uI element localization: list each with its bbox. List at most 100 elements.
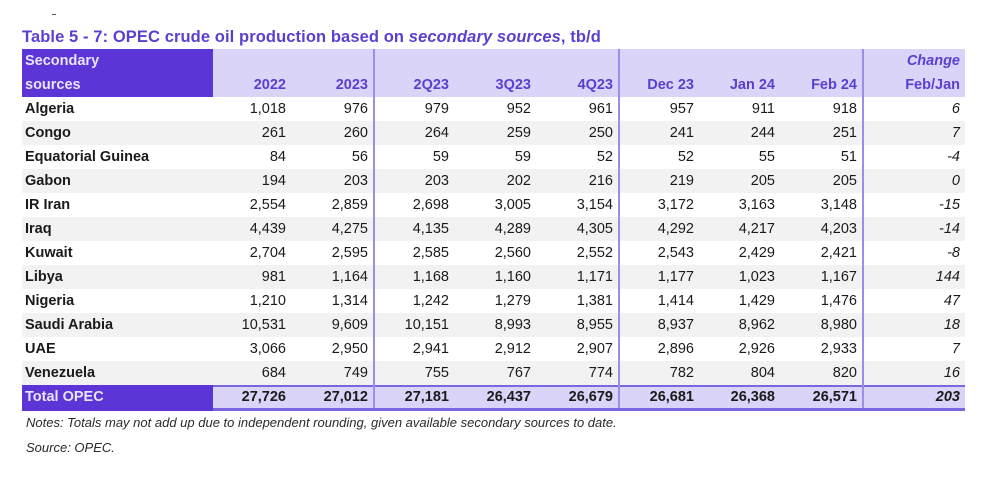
row-change-cell: 0 xyxy=(863,169,965,193)
row-value-cell: 1,167 xyxy=(780,265,864,289)
row-country-name: UAE xyxy=(25,341,56,357)
row-value-cell: 2,560 xyxy=(494,245,531,261)
total-cell: 26,679 xyxy=(536,385,620,411)
row-value-cell: 250 xyxy=(536,121,620,145)
row-value-cell: 4,135 xyxy=(374,217,454,241)
row-value-cell: 820 xyxy=(780,361,864,386)
row-value-cell: 2,552 xyxy=(536,241,620,265)
row-value-cell: 4,292 xyxy=(619,217,699,241)
row-value-cell: 203 xyxy=(374,169,454,193)
row-change-cell: 16 xyxy=(863,361,965,386)
table-row: UAE 3,066 2,950 2,941 2,912 2,907 2,896 2,926 2,… xyxy=(22,337,965,361)
table-row: Saudi Arabia 10,531 9,609 10,151 8,993 8,955 8… xyxy=(22,313,965,337)
total-cell: 26,437 xyxy=(454,385,536,411)
row-value-cell: 194 xyxy=(213,169,291,193)
row-country-name: Venezuela xyxy=(22,361,213,386)
row-value-cell: 1,160 xyxy=(454,265,536,289)
row-country-name: Gabon xyxy=(22,169,213,193)
row-value-cell: 4,217 xyxy=(699,217,780,241)
row-value-cell: 918 xyxy=(780,97,864,121)
row-country-name: IR Iran xyxy=(25,197,71,213)
row-change-cell: -15 xyxy=(939,197,960,213)
row-value-cell: 1,023 xyxy=(699,265,780,289)
row-value-cell: 2,859 xyxy=(291,193,375,217)
row-value-cell: 52 xyxy=(677,149,694,165)
total-cell: 26,368 xyxy=(699,385,780,411)
row-value-cell: 55 xyxy=(758,149,775,165)
table-row: Libya 981 1,164 1,168 1,160 1,171 1,177 1,023 1,… xyxy=(22,265,965,289)
row-change-cell: -8 xyxy=(947,245,960,261)
row-value-cell: 3,163 xyxy=(738,197,775,213)
row-value-cell: 2,941 xyxy=(412,341,449,357)
header-change-line1: Change xyxy=(863,49,965,73)
row-value-cell: 2,912 xyxy=(494,341,531,357)
row-value-cell: 259 xyxy=(454,121,536,145)
table-title: Table 5 - 7: OPEC crude oil production b… xyxy=(22,28,601,47)
header-blank xyxy=(454,49,536,73)
total-cell: 27,181 xyxy=(374,385,454,411)
table-row: Equatorial Guinea 84 56 59 59 52 52 55 51 -4 xyxy=(22,145,965,169)
row-change-cell: 18 xyxy=(863,313,965,337)
row-value-cell: 782 xyxy=(619,361,699,386)
row-value-cell: 52 xyxy=(536,145,620,169)
col-header-feb24: Feb 24 xyxy=(780,73,864,97)
row-value-cell: 774 xyxy=(536,361,620,386)
row-value-cell: 3,005 xyxy=(494,197,531,213)
row-value-cell: 203 xyxy=(291,169,375,193)
row-value-cell: 216 xyxy=(536,169,620,193)
total-cell: 27,012 xyxy=(291,385,375,411)
col-header-2022: 2022 xyxy=(213,73,291,97)
header-blank xyxy=(291,49,375,73)
row-value-cell: 3,172 xyxy=(657,197,694,213)
table-row: Iraq 4,439 4,275 4,135 4,289 4,305 4,292 4,217 4… xyxy=(22,217,965,241)
row-change-cell: 144 xyxy=(863,265,965,289)
row-value-cell: 1,476 xyxy=(780,289,864,313)
row-value-cell: 4,203 xyxy=(780,217,864,241)
row-value-cell: 1,429 xyxy=(738,293,775,309)
header-label-line2: sources xyxy=(22,73,213,97)
row-value-cell: 2,429 xyxy=(738,245,775,261)
row-country-name: Iraq xyxy=(22,217,213,241)
row-value-cell: 51 xyxy=(780,145,864,169)
row-value-cell: 3,154 xyxy=(536,193,620,217)
row-value-cell: 957 xyxy=(669,101,694,117)
row-value-cell: 1,314 xyxy=(291,289,375,313)
row-value-cell: 84 xyxy=(269,149,286,165)
row-country-name: Libya xyxy=(22,265,213,289)
header-blank xyxy=(619,49,699,73)
row-value-cell: 684 xyxy=(213,361,291,386)
row-value-cell: 10,151 xyxy=(374,313,454,337)
row-value-cell: 8,993 xyxy=(454,313,536,337)
row-value-cell: 261 xyxy=(213,121,291,145)
title-units: , tb/d xyxy=(560,28,601,46)
col-header-3q23: 3Q23 xyxy=(454,73,536,97)
row-value-cell: 205 xyxy=(699,169,780,193)
title-italic-text: secondary sources xyxy=(408,28,561,46)
row-value-cell: 59 xyxy=(432,149,449,165)
row-value-cell: 260 xyxy=(291,121,375,145)
row-value-cell: 10,531 xyxy=(213,313,291,337)
row-change-cell: -4 xyxy=(947,149,960,165)
header-row-2: sources 2022 2023 2Q23 3Q23 4Q23 Dec 23 … xyxy=(22,73,965,97)
row-value-cell: 2,704 xyxy=(249,245,286,261)
header-blank xyxy=(699,49,780,73)
row-value-cell: 1,279 xyxy=(494,293,531,309)
row-value-cell: 2,421 xyxy=(780,241,864,265)
row-value-cell: 8,980 xyxy=(780,313,864,337)
row-value-cell: 1,414 xyxy=(657,293,694,309)
row-value-cell: 1,210 xyxy=(249,293,286,309)
row-value-cell: 205 xyxy=(780,169,864,193)
row-value-cell: 8,937 xyxy=(619,313,699,337)
row-value-cell: 202 xyxy=(454,169,536,193)
row-value-cell: 1,168 xyxy=(374,265,454,289)
title-text: Table 5 - 7: OPEC crude oil production b… xyxy=(22,28,409,46)
row-value-cell: 1,171 xyxy=(536,265,620,289)
row-value-cell: 1,242 xyxy=(412,293,449,309)
table-row: Kuwait 2,704 2,595 2,585 2,560 2,552 2,543 2,42… xyxy=(22,241,965,265)
table-row: Venezuela 684 749 755 767 774 782 804 820 16 xyxy=(22,361,965,386)
col-header-dec23: Dec 23 xyxy=(619,73,699,97)
row-change-cell: 6 xyxy=(951,101,960,117)
total-cell: 27,726 xyxy=(213,385,291,411)
col-header-2q23: 2Q23 xyxy=(374,73,454,97)
row-value-cell: 56 xyxy=(291,145,375,169)
